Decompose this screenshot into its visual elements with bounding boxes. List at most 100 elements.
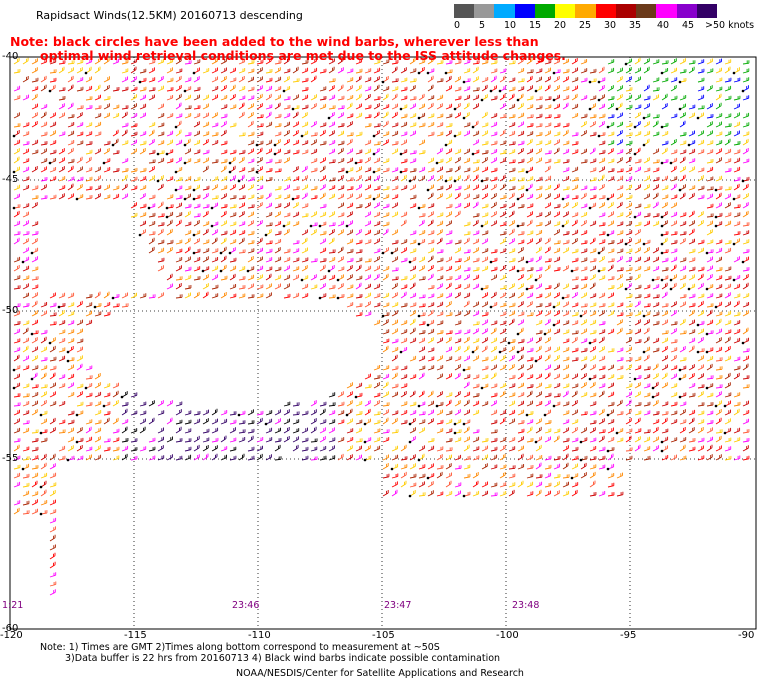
wind-barb: [400, 77, 408, 83]
wind-barb: [436, 471, 443, 479]
contamination-marker: [291, 197, 295, 201]
wind-barb: [580, 203, 588, 209]
wind-barb: [517, 121, 524, 128]
contamination-marker: [489, 305, 493, 309]
wind-barb: [58, 96, 66, 101]
contamination-marker: [660, 278, 664, 282]
wind-barb: [445, 301, 452, 308]
wind-barb: [742, 68, 750, 74]
wind-barb: [112, 185, 120, 191]
wind-barb: [544, 472, 552, 479]
wind-barb: [607, 292, 614, 299]
wind-barb: [400, 391, 407, 398]
wind-barb: [715, 346, 723, 353]
wind-barb: [310, 211, 317, 218]
wind-barb: [337, 112, 344, 119]
wind-barb: [418, 445, 425, 452]
wind-barb: [499, 364, 506, 371]
wind-barb: [526, 75, 533, 83]
wind-barb: [211, 237, 218, 245]
wind-barb: [373, 84, 380, 92]
contamination-marker: [156, 179, 160, 183]
wind-barb: [643, 256, 650, 263]
wind-barb: [553, 103, 560, 110]
wind-barb: [661, 382, 668, 389]
wind-barb: [292, 402, 300, 407]
wind-barb: [337, 193, 344, 200]
wind-barb: [238, 266, 246, 272]
wind-barb: [526, 95, 534, 101]
wind-barb: [697, 355, 704, 362]
wind-barb: [328, 257, 336, 263]
wind-barb: [229, 221, 237, 227]
wind-barb: [589, 346, 596, 353]
wind-barb: [544, 59, 552, 65]
wind-barb: [94, 427, 102, 434]
wind-barb: [481, 337, 488, 344]
wind-barb: [670, 165, 677, 173]
wind-barb: [373, 437, 381, 443]
wind-barb: [22, 355, 29, 362]
wind-barb: [733, 212, 741, 218]
wind-barb: [49, 482, 57, 488]
wind-barb: [274, 418, 281, 425]
contamination-marker: [714, 215, 718, 219]
wind-barb: [112, 428, 120, 434]
wind-barb: [130, 447, 138, 452]
wind-barb: [418, 265, 425, 272]
contamination-marker: [408, 422, 412, 426]
wind-barb: [472, 230, 480, 236]
wind-barb: [391, 141, 399, 146]
wind-barb: [211, 159, 219, 164]
wind-barb: [211, 265, 219, 272]
wind-barb: [40, 500, 48, 506]
wind-barb: [508, 482, 516, 488]
wind-barb: [625, 176, 633, 182]
wind-barb: [49, 302, 57, 308]
wind-barb: [166, 67, 173, 74]
wind-barb: [526, 211, 533, 218]
wind-barb: [175, 426, 182, 434]
wind-barb: [553, 114, 561, 119]
wind-barb: [463, 274, 470, 281]
contamination-marker: [120, 395, 124, 399]
wind-barb: [58, 347, 66, 353]
wind-barb: [103, 96, 111, 101]
wind-barb: [409, 482, 417, 488]
wind-barb: [202, 418, 209, 425]
wind-barb: [49, 130, 56, 137]
wind-barb: [607, 302, 615, 308]
wind-barb: [364, 148, 372, 155]
wind-barb: [526, 85, 533, 92]
wind-barb: [652, 256, 659, 263]
wind-barb: [166, 219, 173, 227]
wind-barb: [742, 131, 750, 137]
wind-barb: [85, 195, 93, 200]
wind-barb: [463, 473, 471, 479]
contamination-marker: [291, 107, 295, 111]
wind-barb: [598, 222, 606, 227]
wind-barb: [652, 213, 660, 218]
wind-barb: [571, 482, 579, 488]
wind-barb: [22, 238, 29, 245]
wind-barb: [535, 255, 542, 263]
wind-barb: [742, 282, 749, 290]
wind-barb: [598, 292, 606, 299]
wind-barb: [472, 213, 480, 218]
wind-barb: [499, 221, 507, 227]
wind-barb: [184, 410, 192, 416]
wind-barb: [229, 293, 237, 299]
wind-barb: [49, 561, 56, 569]
contamination-marker: [39, 413, 43, 417]
wind-barb: [373, 141, 381, 146]
contamination-marker: [462, 494, 466, 498]
wind-barb: [724, 346, 731, 353]
legend-label: 35: [629, 20, 642, 31]
wind-barb: [499, 231, 507, 236]
wind-barb: [436, 113, 444, 119]
longitude-label: -95: [620, 630, 637, 641]
wind-barb: [697, 427, 704, 434]
wind-barb: [49, 140, 57, 146]
contamination-marker: [39, 431, 43, 435]
wind-barb: [13, 193, 20, 200]
